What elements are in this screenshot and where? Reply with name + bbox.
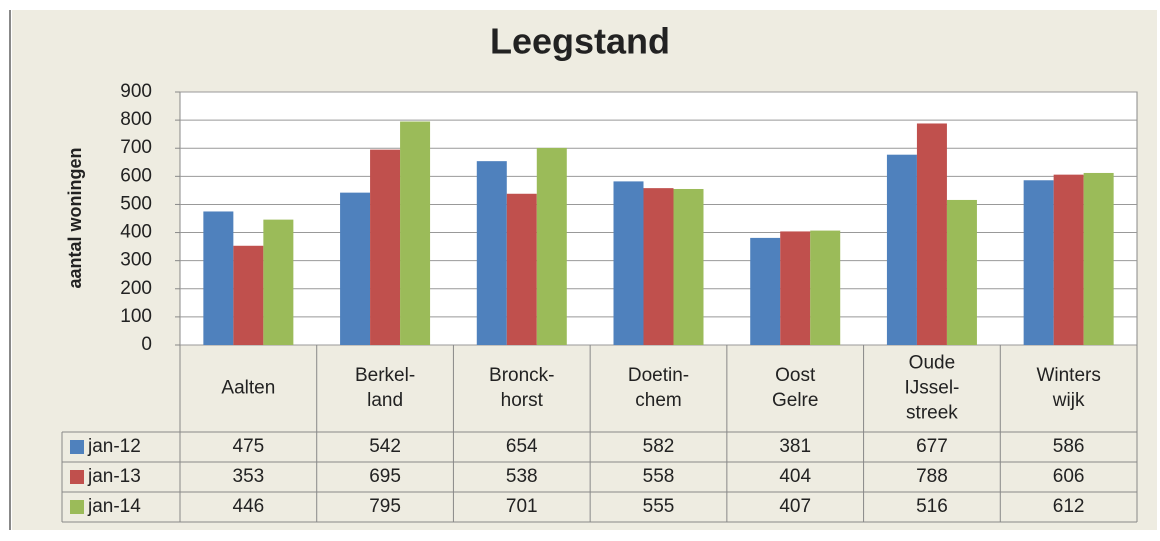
y-tick-label: 300 (120, 250, 152, 271)
bar (673, 188, 704, 345)
category-label: Oost Gelre (772, 365, 818, 411)
bar (810, 230, 841, 345)
category-label: Oude IJssel-streek (904, 353, 959, 424)
table-value: 586 (1053, 436, 1085, 457)
table-value: 795 (369, 496, 401, 517)
table-value: 788 (916, 466, 948, 487)
legend-label: jan-14 (87, 496, 141, 517)
y-tick-label: 0 (141, 334, 152, 355)
table-value: 542 (369, 436, 401, 457)
category-label: Bronck-horst (489, 365, 554, 411)
bar (750, 237, 781, 345)
table-value: 612 (1053, 496, 1085, 517)
y-tick-label: 600 (120, 165, 152, 186)
y-tick-label: 900 (120, 81, 152, 102)
bar (916, 123, 947, 346)
category-label: Winters wijk (1036, 365, 1100, 411)
category-label: Berkel-land (355, 365, 415, 411)
y-tick-label: 800 (120, 109, 152, 130)
bar (203, 211, 234, 345)
table-value: 701 (506, 496, 538, 517)
legend-swatch (70, 440, 84, 454)
table-value: 381 (779, 436, 811, 457)
table-value: 606 (1053, 466, 1085, 487)
bar (946, 199, 977, 345)
legend-label: jan-12 (87, 436, 141, 457)
legend-label: jan-13 (87, 466, 141, 487)
table-value: 404 (779, 466, 811, 487)
bar (1083, 172, 1114, 345)
y-tick-label: 100 (120, 306, 152, 327)
bar (400, 121, 431, 346)
bar (233, 245, 264, 345)
table-value: 446 (233, 496, 265, 517)
table-value: 407 (779, 496, 811, 517)
table-value: 475 (233, 436, 265, 457)
category-label: Doetin-chem (628, 365, 689, 411)
legend-swatch (70, 470, 84, 484)
category-label: Aalten (221, 378, 275, 399)
bar (476, 161, 507, 345)
table-value: 558 (643, 466, 675, 487)
bar (506, 193, 537, 345)
table-value: 582 (643, 436, 675, 457)
bar (780, 231, 811, 345)
y-tick-label: 400 (120, 222, 152, 243)
table-value: 654 (506, 436, 538, 457)
y-axis-label: aantal woningen (65, 147, 85, 288)
y-tick-label: 200 (120, 278, 152, 299)
bar (613, 181, 644, 345)
bar (1023, 180, 1054, 345)
bar (263, 219, 294, 345)
chart-title: Leegstand (490, 21, 670, 62)
y-tick-label: 700 (120, 137, 152, 158)
bar (340, 192, 371, 345)
table-value: 516 (916, 496, 948, 517)
table-value: 538 (506, 466, 538, 487)
bar (643, 188, 674, 345)
bar (536, 147, 567, 345)
bar (370, 149, 401, 345)
legend-swatch (70, 500, 84, 514)
y-tick-label: 500 (120, 193, 152, 214)
table-value: 677 (916, 436, 948, 457)
table-value: 353 (233, 466, 265, 487)
table-value: 555 (643, 496, 675, 517)
table-value: 695 (369, 466, 401, 487)
bar (1053, 174, 1084, 345)
bar (886, 154, 917, 345)
